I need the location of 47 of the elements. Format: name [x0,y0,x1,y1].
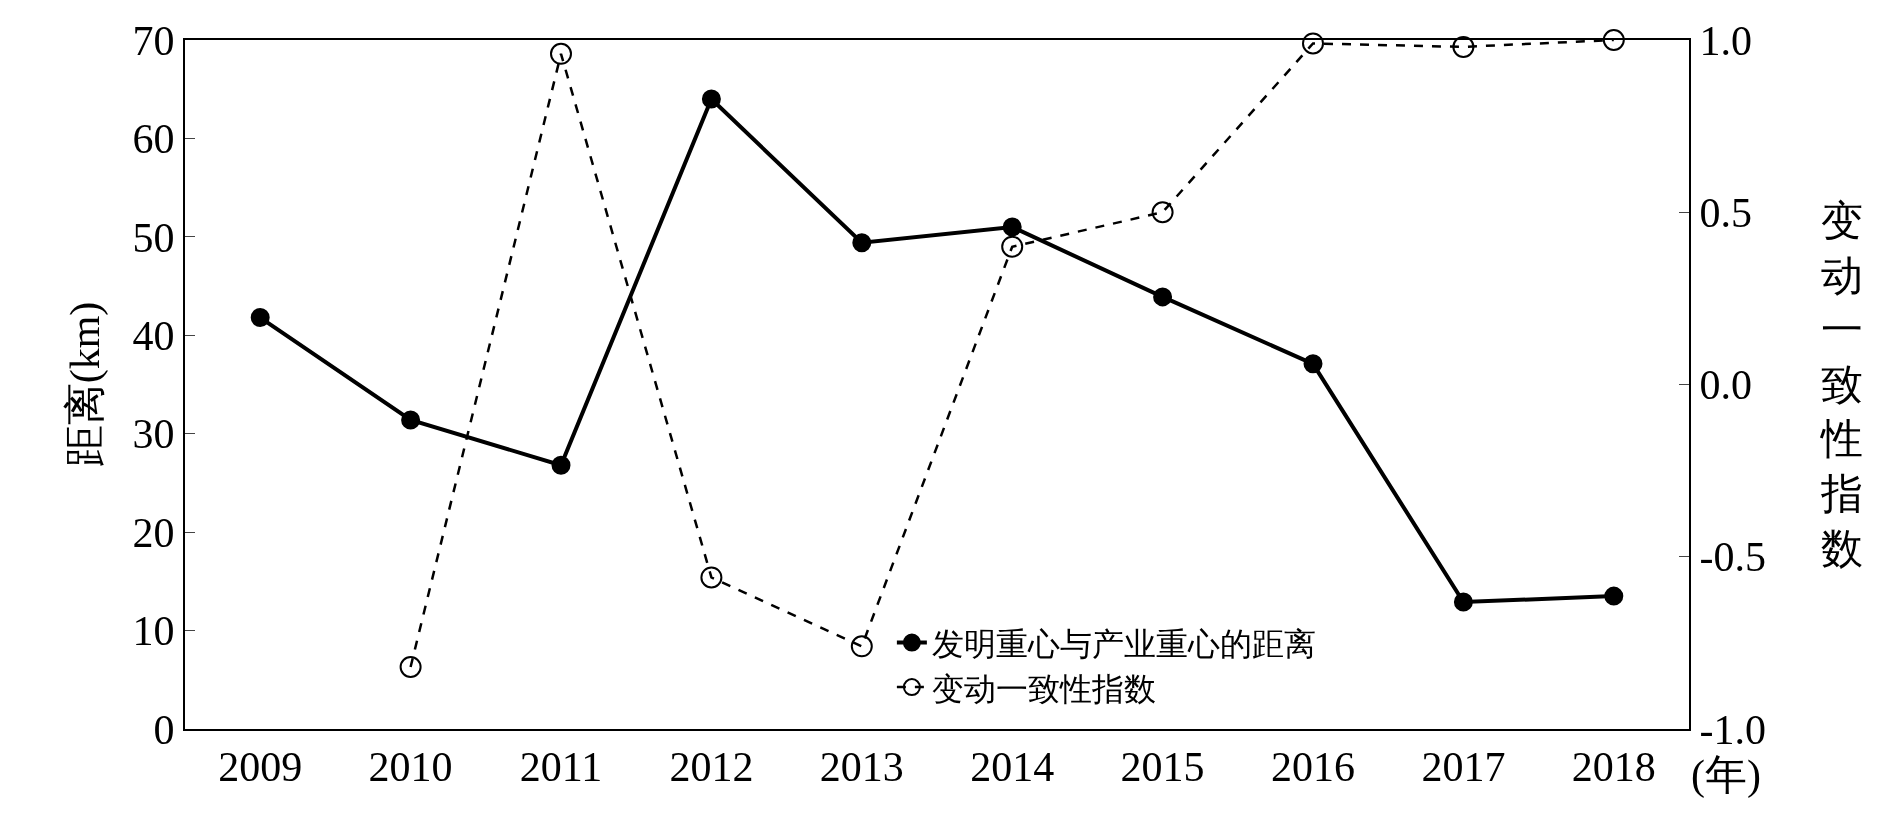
x-tick-label: 2011 [519,744,603,791]
point [850,635,873,658]
x-tick-label: 2017 [1421,744,1506,791]
x-tick-label: 2015 [1120,744,1205,791]
y-tick-label: 0 [153,706,175,753]
x-tick-label: 2009 [218,744,303,791]
x-axis-title: (年) [1691,752,1761,799]
point [852,233,872,253]
y2-tick-label: 1.0 [1699,17,1752,64]
point [250,308,270,328]
point [399,655,422,678]
point [1302,32,1324,55]
point [551,455,571,475]
x-tick-label: 2016 [1271,744,1355,791]
y-tick-label: 20 [132,509,175,556]
point [550,42,572,65]
point [700,566,723,589]
y-tick-label: 40 [132,312,175,359]
y-tick-label: 10 [132,608,175,655]
point [401,410,421,430]
point [701,89,721,109]
y2-tick-label: -0.5 [1699,534,1766,581]
point [1602,29,1625,51]
point [1001,235,1024,258]
y-tick-label: 50 [132,214,175,261]
x-tick-label: 2013 [819,744,904,791]
legend-label: 发明重心与产业重心的距离 [931,626,1316,662]
y-axis-title: 距离(km) [61,301,109,468]
point [1453,592,1473,612]
y-tick-label: 60 [132,116,175,163]
y2-tick-label: -1.0 [1699,706,1766,753]
y2-axis-title: 变动一致性指数 [1819,198,1863,572]
y2-tick-label: 0.0 [1699,362,1752,409]
y2-tick-label: 0.5 [1699,189,1752,236]
x-tick-label: 2018 [1571,744,1656,791]
x-tick-label: 2010 [368,744,453,791]
point [1303,354,1323,374]
x-tick-label: 2014 [970,744,1055,791]
legend-label: 变动一致性指数 [931,670,1156,707]
point [1153,287,1173,307]
point [1452,35,1475,58]
x-tick-label: 2012 [669,744,754,791]
y-tick-label: 30 [132,411,175,458]
y-tick-label: 70 [132,17,175,64]
point [1002,217,1022,237]
point [1151,201,1174,224]
point [1604,586,1624,606]
